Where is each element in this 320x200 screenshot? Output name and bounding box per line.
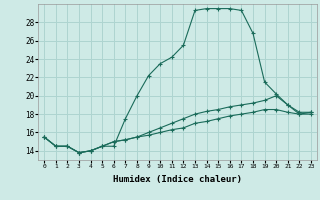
X-axis label: Humidex (Indice chaleur): Humidex (Indice chaleur) (113, 175, 242, 184)
